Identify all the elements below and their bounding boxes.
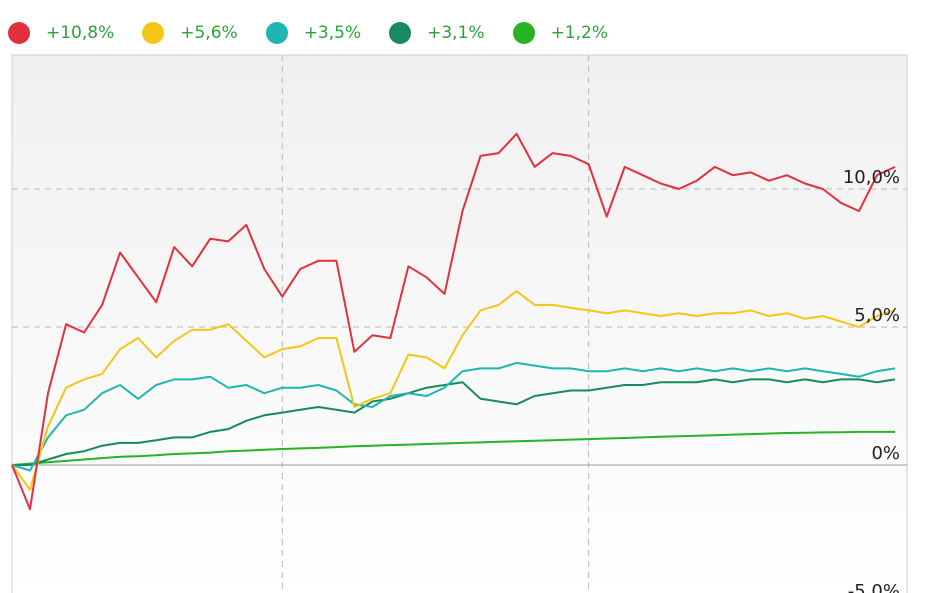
legend-label-series-3: +3,5%	[303, 23, 362, 43]
series-line-2	[11, 290, 896, 491]
legend-label-series-4: +3,1%	[427, 23, 485, 43]
y-tick-label-3: -5,0%	[848, 581, 900, 593]
legend-item-series-5: +1,2%	[512, 22, 608, 44]
series-line-4	[12, 378, 896, 466]
y-tick-label-2: 0%	[871, 443, 900, 464]
legend-dot-series-3	[265, 22, 288, 44]
legend-item-series-4: +3,1%	[389, 22, 485, 44]
legend-label-series-5: +1,2%	[550, 23, 608, 43]
legend-dot-series-2	[142, 22, 165, 44]
series-line-3	[11, 361, 896, 472]
legend-label-series-2: +5,6%	[180, 23, 238, 43]
y-tick-label-1: 5,0%	[854, 305, 900, 326]
legend-dot-series-1	[8, 22, 30, 44]
plot-area	[11, 54, 908, 593]
legend-label-series-1: +10,8%	[46, 23, 115, 43]
legend-item-series-2: +5,6%	[142, 22, 238, 44]
series-line-5	[11, 430, 895, 466]
legend-item-series-1: +10,8%	[8, 22, 114, 44]
series-lines	[11, 132, 896, 511]
legend-item-series-3: +3,5%	[265, 22, 362, 44]
legend-dot-series-5	[512, 22, 535, 44]
series-line-1	[11, 132, 896, 511]
chart-legend: +10,8% +5,6% +3,5% +3,1% +1,2%	[8, 18, 636, 48]
y-tick-label-0: 10,0%	[843, 167, 900, 188]
y-axis-ticks: 10,0% 5,0% 0% -5,0%	[843, 167, 900, 593]
legend-dot-series-4	[389, 22, 412, 44]
grid-lines	[12, 55, 907, 593]
